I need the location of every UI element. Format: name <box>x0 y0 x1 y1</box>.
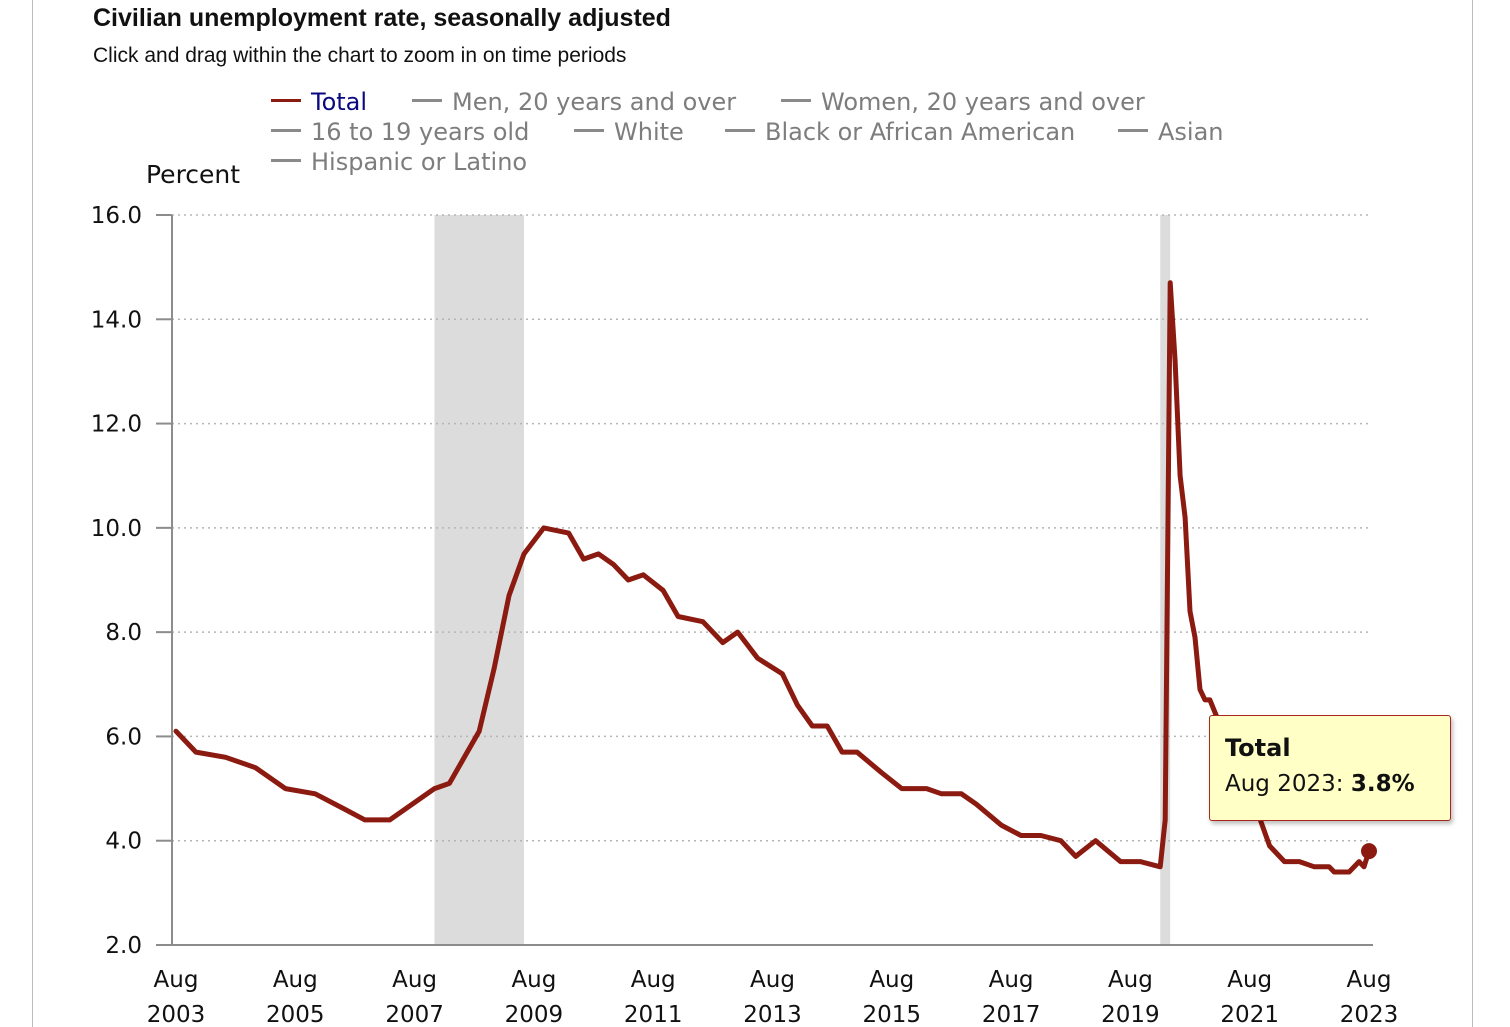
legend-label-hispanic: Hispanic or Latino <box>311 148 528 176</box>
legend-label-men: Men, 20 years and over <box>452 88 737 116</box>
gridlines <box>172 214 1369 842</box>
legend-label-teens: 16 to 19 years old <box>311 118 530 146</box>
y-tick-label-0: 16.0 <box>91 203 142 229</box>
y-tick-label-2: 12.0 <box>91 412 142 438</box>
series-line-0 <box>173 280 1372 875</box>
legend-item-women[interactable]: Women, 20 years and over <box>781 88 1145 116</box>
legend-swatch-white <box>574 128 604 132</box>
legend-swatch-hispanic <box>271 158 301 162</box>
legend-item-hispanic[interactable]: Hispanic or Latino <box>271 148 527 176</box>
axes <box>171 215 1373 946</box>
x-tick-year-4: 2011 <box>624 1002 683 1027</box>
x-tick-year-5: 2013 <box>743 1002 802 1027</box>
legend-swatch-black <box>725 128 755 132</box>
x-tick-year-8: 2019 <box>1101 1002 1160 1027</box>
data-tooltip: Total Aug 2023: 3.8% <box>1209 715 1451 821</box>
x-tick-month-10: Aug <box>1347 967 1392 993</box>
x-tick-month-8: Aug <box>1108 967 1153 993</box>
tick-labels: 16.0 14.0 12.0 10.0 8.0 6.0 4.0 2.0 Aug 2003 Aug 20… <box>91 203 1398 1027</box>
legend-item-teens[interactable]: 16 to 19 years old <box>271 118 529 146</box>
recession-bands <box>434 215 1171 945</box>
x-tick-year-3: 2009 <box>505 1002 564 1027</box>
x-tick-month-9: Aug <box>1227 967 1272 993</box>
y-tick-label-1: 14.0 <box>91 307 142 333</box>
legend-label-total: Total <box>311 88 368 116</box>
legend-label-asian: Asian <box>1158 118 1224 146</box>
y-tick-label-5: 6.0 <box>105 724 142 750</box>
y-tick-label-7: 2.0 <box>105 933 142 959</box>
chart-title: Civilian unemployment rate, seasonally a… <box>93 4 671 32</box>
x-tick-year-6: 2015 <box>863 1002 922 1027</box>
legend-item-asian[interactable]: Asian <box>1118 118 1224 146</box>
x-tick-year-1: 2005 <box>266 1002 325 1027</box>
legend-item-total[interactable]: Total <box>271 88 367 116</box>
tooltip-line: Aug 2023: 3.8% <box>1225 771 1415 797</box>
x-tick-year-10: 2023 <box>1340 1002 1399 1027</box>
legend-swatch-men <box>412 98 442 102</box>
tooltip-period: Aug 2023 <box>1225 771 1336 797</box>
legend-swatch-asian <box>1118 128 1148 132</box>
tooltip-series: Total <box>1225 734 1291 762</box>
legend-label-women: Women, 20 years and over <box>821 88 1145 116</box>
x-tick-year-2: 2007 <box>385 1002 444 1027</box>
frame-left-border <box>32 0 33 1027</box>
highlight-point <box>1361 843 1377 860</box>
legend-swatch-total <box>271 98 301 102</box>
legend-label-black: Black or African American <box>765 118 1076 146</box>
x-tick-month-2: Aug <box>392 967 437 993</box>
x-tick-month-0: Aug <box>154 967 199 993</box>
y-tick-label-4: 8.0 <box>105 620 142 646</box>
legend-swatch-teens <box>271 128 301 132</box>
series-layer <box>173 280 1377 875</box>
tooltip-value: 3.8% <box>1350 771 1415 797</box>
y-tick-label-3: 10.0 <box>91 516 142 542</box>
x-tick-year-9: 2021 <box>1220 1002 1279 1027</box>
x-tick-month-6: Aug <box>869 967 914 993</box>
legend-label-white: White <box>614 118 684 146</box>
x-tick-month-1: Aug <box>273 967 318 993</box>
x-tick-month-5: Aug <box>750 967 795 993</box>
x-tick-year-7: 2017 <box>982 1002 1041 1027</box>
chart-subtitle: Click and drag within the chart to zoom … <box>93 44 627 67</box>
y-tick-label-6: 4.0 <box>105 829 142 855</box>
legend-item-men[interactable]: Men, 20 years and over <box>412 88 736 116</box>
legend-item-black[interactable]: Black or African American <box>725 118 1075 146</box>
x-tick-month-3: Aug <box>511 967 556 993</box>
legend-item-white[interactable]: White <box>574 118 684 146</box>
frame-right-border <box>1472 0 1473 1027</box>
legend-swatch-women <box>781 98 811 102</box>
y-axis-label: Percent <box>146 160 241 189</box>
x-tick-month-4: Aug <box>631 967 676 993</box>
recession-band-0 <box>434 215 524 945</box>
x-tick-year-0: 2003 <box>147 1002 206 1027</box>
x-tick-month-7: Aug <box>989 967 1034 993</box>
